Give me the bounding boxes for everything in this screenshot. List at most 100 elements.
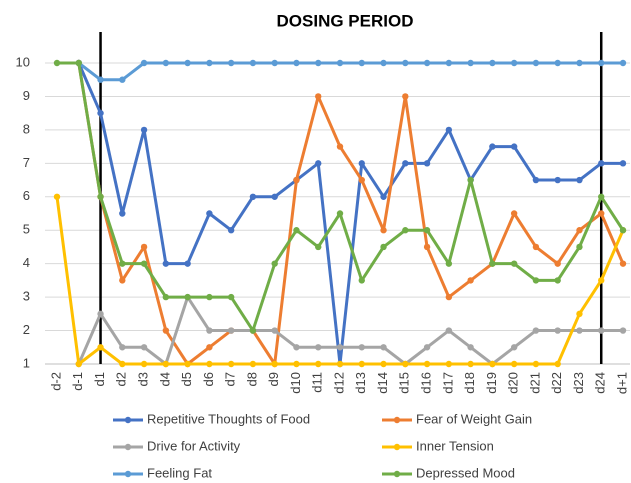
data-point xyxy=(554,260,561,267)
x-tick-label: d15 xyxy=(397,372,412,394)
data-point xyxy=(293,176,300,184)
data-point xyxy=(119,210,126,217)
data-point xyxy=(445,293,453,301)
data-point xyxy=(249,327,257,334)
data-point xyxy=(249,59,257,67)
data-point xyxy=(619,59,627,67)
data-point xyxy=(97,310,104,318)
data-point xyxy=(380,344,387,351)
data-point xyxy=(445,360,453,368)
y-tick-label: 3 xyxy=(23,289,30,304)
data-point xyxy=(576,327,583,334)
data-point xyxy=(423,227,431,234)
data-point xyxy=(358,176,365,184)
data-point xyxy=(271,193,278,200)
data-point xyxy=(227,327,235,334)
data-point xyxy=(423,59,431,67)
data-point xyxy=(554,176,561,184)
legend-label: Inner Tension xyxy=(416,438,494,453)
x-tick-label: d24 xyxy=(593,372,608,394)
data-point xyxy=(576,59,583,67)
data-point xyxy=(336,344,344,351)
x-tick-label: d21 xyxy=(527,372,542,394)
series-line xyxy=(77,62,625,366)
data-point xyxy=(532,277,540,284)
x-tick-label: d23 xyxy=(571,372,586,394)
data-point xyxy=(445,126,453,134)
data-point xyxy=(510,344,518,351)
legend-marker xyxy=(124,443,132,451)
y-tick-label: 4 xyxy=(23,255,30,270)
data-point xyxy=(315,360,322,368)
data-point xyxy=(489,260,496,267)
data-point xyxy=(315,93,322,100)
data-point xyxy=(184,59,191,67)
data-point xyxy=(97,344,104,351)
data-point xyxy=(119,344,126,351)
data-point xyxy=(75,360,82,368)
y-tick-label: 9 xyxy=(23,88,30,103)
data-point xyxy=(315,59,322,67)
data-point xyxy=(423,360,431,368)
y-tick-label: 2 xyxy=(23,322,30,337)
data-point xyxy=(162,293,170,301)
data-point xyxy=(140,360,148,368)
x-tick-label: d9 xyxy=(266,372,281,386)
data-point xyxy=(402,227,409,234)
data-point xyxy=(532,243,540,251)
data-point xyxy=(467,176,474,184)
data-point xyxy=(598,160,605,167)
legend-marker xyxy=(124,470,132,478)
data-point xyxy=(97,193,104,200)
data-point xyxy=(206,327,213,334)
data-point xyxy=(510,210,518,217)
data-point xyxy=(598,59,605,67)
data-point xyxy=(402,59,409,67)
data-point xyxy=(336,360,344,368)
data-point xyxy=(358,360,365,368)
data-point xyxy=(380,59,387,67)
data-point xyxy=(380,243,387,251)
data-point xyxy=(576,310,583,318)
data-point xyxy=(554,327,561,334)
data-point xyxy=(358,160,365,167)
data-point xyxy=(293,344,300,351)
data-point xyxy=(402,360,409,368)
x-tick-label: d16 xyxy=(419,372,434,394)
data-point xyxy=(162,59,170,67)
data-point xyxy=(598,327,605,334)
data-point xyxy=(532,360,540,368)
data-point xyxy=(489,143,496,150)
y-tick-label: 1 xyxy=(23,355,30,370)
x-tick-label: d1 xyxy=(92,372,107,386)
data-point xyxy=(423,160,431,167)
legend-marker xyxy=(124,416,132,424)
data-point xyxy=(336,143,344,150)
data-point xyxy=(97,76,104,83)
data-point xyxy=(271,327,278,334)
series-line xyxy=(77,61,623,82)
chart-title: DOSING PERIOD xyxy=(277,11,414,30)
data-point xyxy=(510,143,518,150)
data-point xyxy=(53,59,61,67)
legend-marker xyxy=(393,443,401,451)
x-tick-label: d-1 xyxy=(70,372,85,391)
data-point xyxy=(598,277,605,284)
data-point xyxy=(336,210,344,217)
data-point xyxy=(489,59,496,67)
data-point xyxy=(576,243,583,251)
x-tick-label: d6 xyxy=(201,372,216,386)
data-point xyxy=(619,160,627,167)
data-point xyxy=(140,344,148,351)
x-tick-label: d14 xyxy=(375,372,390,394)
data-point xyxy=(554,277,561,284)
x-tick-label: d12 xyxy=(331,372,346,394)
data-point xyxy=(467,344,474,351)
x-tick-label: d-2 xyxy=(48,372,63,391)
data-point xyxy=(467,360,474,368)
data-point xyxy=(293,360,300,368)
data-point xyxy=(358,59,365,67)
data-point xyxy=(227,293,235,301)
data-point xyxy=(140,59,148,67)
